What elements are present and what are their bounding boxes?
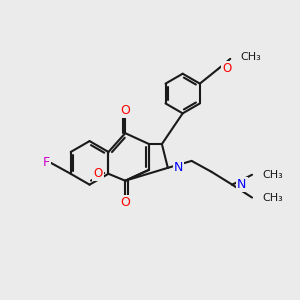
Text: O: O (120, 196, 130, 209)
Text: N: N (237, 178, 247, 191)
Text: CH₃: CH₃ (262, 193, 283, 202)
Text: O: O (222, 62, 232, 75)
Text: O: O (120, 104, 130, 117)
Text: O: O (93, 167, 103, 180)
Text: N: N (174, 161, 183, 174)
Text: F: F (42, 156, 50, 170)
Text: CH₃: CH₃ (262, 170, 283, 180)
Text: CH₃: CH₃ (240, 52, 261, 62)
